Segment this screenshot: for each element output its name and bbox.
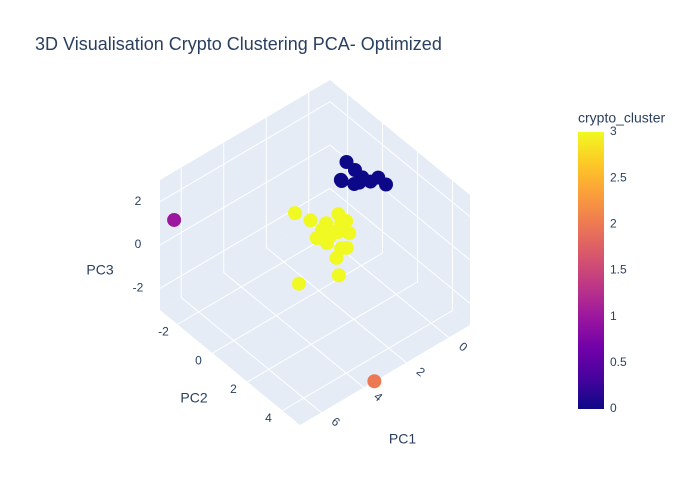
data-point	[342, 226, 357, 241]
y-tick-label: 4	[265, 411, 272, 425]
grid-line	[329, 187, 471, 304]
colorbar-tick-label: 1	[610, 309, 617, 323]
z-tick-label: -2	[133, 281, 144, 295]
z-tick-label: 0	[135, 237, 142, 251]
colorbar-tick-label: 3	[610, 124, 617, 138]
colorbar-tick-label: 2	[610, 217, 617, 231]
data-point	[355, 170, 370, 185]
data-point	[292, 276, 306, 291]
grid-line	[159, 144, 331, 246]
data-point	[367, 374, 382, 389]
grid-line	[159, 101, 331, 203]
data-point	[371, 170, 386, 185]
data-point	[339, 240, 354, 255]
grid-line	[212, 252, 383, 354]
y-tick-label: 0	[195, 353, 202, 367]
data-point	[329, 250, 344, 265]
data-point	[288, 206, 302, 221]
grid-line	[265, 247, 407, 363]
colorbar	[578, 132, 604, 409]
colorbar-tick-label: 1.5	[610, 263, 627, 277]
data-point	[167, 212, 182, 227]
y-tick-label: 2	[230, 382, 237, 396]
z-axis-title: PC3	[86, 262, 113, 278]
grid-line	[223, 272, 365, 388]
chart-title: 3D Visualisation Crypto Clustering PCA- …	[35, 34, 442, 54]
z-tick-label: 2	[135, 194, 142, 208]
y-tick-label: -2	[158, 325, 169, 339]
grid-line	[282, 310, 453, 412]
x-tick-label: 6	[329, 414, 343, 429]
x-axis-title: PC1	[389, 431, 416, 447]
grid-line	[180, 297, 322, 413]
colorbar-title: crypto_cluster	[578, 110, 665, 126]
data-point	[309, 231, 324, 245]
data-point	[334, 174, 349, 188]
y-axis-title: PC2	[180, 390, 207, 406]
data-point	[331, 268, 346, 283]
grid-line	[247, 281, 418, 383]
x-tick-label: 4	[371, 389, 385, 404]
x-tick-label: 0	[456, 339, 470, 354]
colorbar-tick-label: 2.5	[610, 170, 627, 184]
data-point	[339, 155, 354, 169]
floor-pane	[160, 210, 470, 425]
data-point	[323, 228, 338, 243]
x-tick-label: 2	[414, 364, 428, 379]
colorbar-tick-label: 0.5	[610, 355, 627, 369]
data-point	[334, 215, 349, 230]
grid-line	[159, 187, 331, 289]
grid-line	[329, 101, 471, 218]
colorbar-tick-label: 0	[610, 401, 617, 415]
data-point	[303, 213, 318, 228]
